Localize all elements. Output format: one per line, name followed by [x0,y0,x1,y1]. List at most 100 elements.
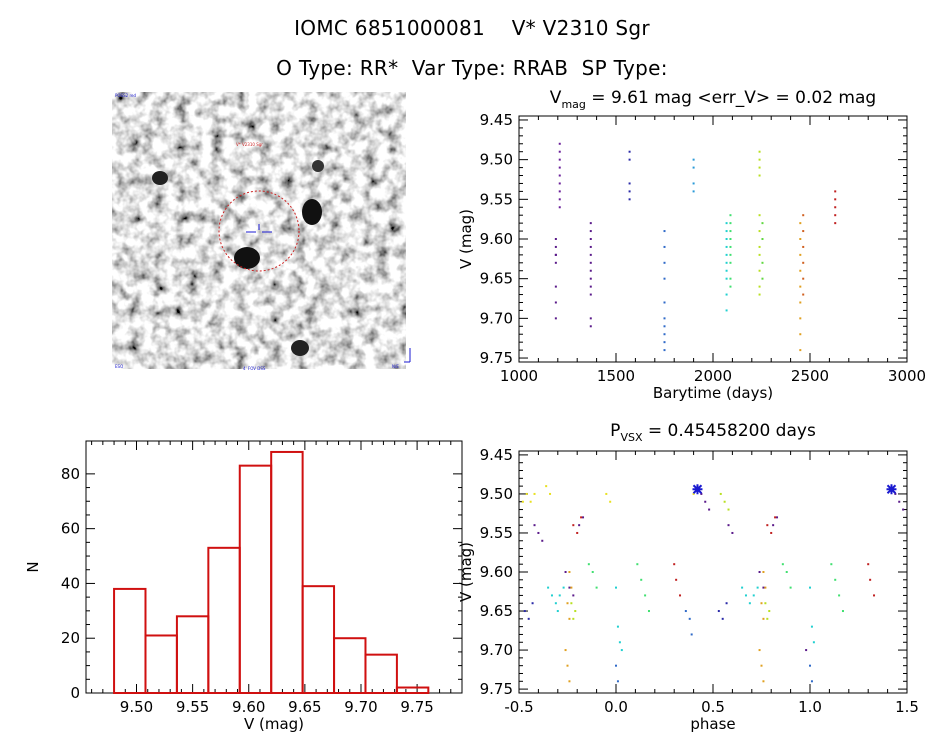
data-point [527,617,530,620]
data-point [838,594,841,597]
data-point [558,594,561,597]
data-point [690,633,693,636]
data-point [727,524,730,527]
data-point [869,578,872,581]
data-point [554,301,557,304]
data-point [834,578,837,581]
data-point [725,293,728,296]
data-point [725,245,728,248]
data-point [558,174,561,177]
data-point [902,508,905,511]
data-point [640,578,643,581]
x-axis-label: phase [690,715,735,733]
x-tick-label: 2500 [791,367,829,385]
data-point [729,238,732,240]
data-point [568,617,571,620]
data-point [564,649,567,652]
plot-title-subscript: mag [561,98,585,111]
data-point [572,524,575,527]
data-point [628,190,631,193]
data-point [692,190,695,193]
data-point [589,245,592,248]
data-point [799,285,802,288]
data-point [723,500,726,503]
data-point [636,563,639,566]
data-point [802,261,805,264]
data-point [558,158,561,161]
data-point [587,563,590,566]
data-point [591,571,594,573]
data-point [799,301,802,304]
data-point [729,285,732,288]
y-tick-label: 9.55 [480,190,513,208]
faint-star [312,160,324,172]
data-point [764,586,767,589]
plot-title-rest: = 0.45458200 days [642,421,815,441]
data-point [776,516,779,519]
star-name: V* V2310 Sgr [511,16,650,40]
data-point [802,277,805,280]
data-point [564,571,567,573]
data-point [708,508,711,511]
plot-frame [518,450,908,694]
data-point [595,586,598,589]
data-point [568,586,571,589]
star-id: IOMC 6851000081 [294,16,486,40]
data-point [663,325,666,328]
data-point [799,269,802,272]
data-point [770,531,773,534]
x-tick-label: 9.50 [120,698,153,716]
data-point [810,625,813,628]
data-point [729,253,732,256]
data-point [628,150,631,153]
histogram-bar [395,686,430,694]
data-point [692,158,695,161]
data-point [764,602,767,605]
data-point [582,516,585,519]
data-point [774,516,777,519]
x-tick-label: 9.65 [288,698,321,716]
histogram-bar [144,634,178,695]
data-point [799,349,802,352]
histogram-bar [113,587,147,694]
data-point [729,245,732,248]
data-point [700,492,703,495]
star-marker [886,484,897,495]
data-point [572,594,575,597]
data-point [834,206,837,209]
data-point [570,586,573,589]
sky-image-panel: POSS2 red V* V2310 Sgr ESO 4' FOV DSS N/… [112,92,411,371]
data-point [589,277,592,280]
data-point [589,253,592,256]
plot-title: Vmag = 9.61 mag <err_V> = 0.02 mag [550,88,876,111]
data-point [841,610,844,613]
y-tick-label: 9.70 [480,309,513,327]
data-point [574,610,577,613]
data-point [566,664,569,667]
x-tick-label: 0.5 [701,698,725,716]
data-point [809,664,811,667]
data-point [537,531,540,534]
data-point [558,206,561,209]
data-point [758,649,761,652]
data-point [609,500,612,503]
y-tick-label: 9.75 [480,680,513,698]
y-axis-label: N [24,561,42,572]
data-point [628,182,631,185]
faint-star [291,340,309,356]
data-point [789,586,792,589]
data-point [616,680,619,683]
data-point [758,285,761,288]
data-point [533,524,536,527]
data-point [663,245,666,248]
y-tick-label: 9.75 [480,349,513,367]
data-point [762,617,765,620]
data-point [704,500,707,503]
data-point [679,594,682,597]
data-point [529,500,532,503]
x-tick-label: 9.55 [176,698,209,716]
y-tick-label: 9.50 [480,485,513,503]
data-point [744,594,747,597]
data-point [663,341,666,344]
